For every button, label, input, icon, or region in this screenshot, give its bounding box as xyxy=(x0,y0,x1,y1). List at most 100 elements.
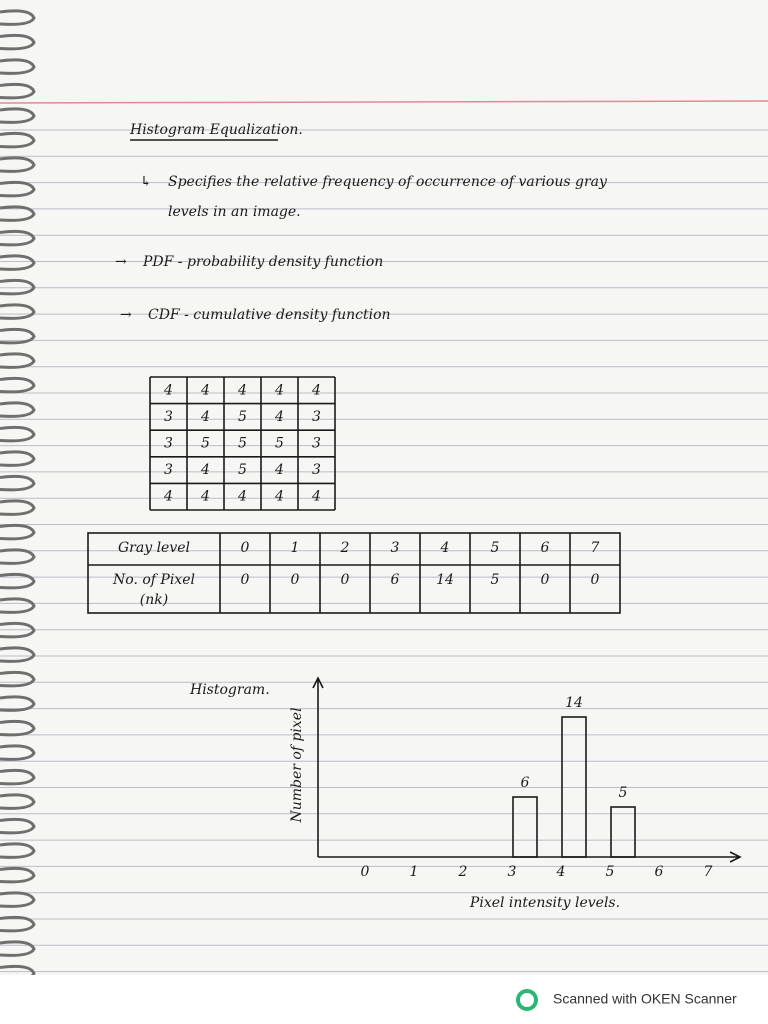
matrix-cell: 4 xyxy=(274,382,284,398)
bar-label: 5 xyxy=(619,785,628,801)
table-cell: 0 xyxy=(241,572,250,588)
bar-label: 6 xyxy=(521,775,530,791)
table-border xyxy=(87,532,621,614)
matrix-cell: 4 xyxy=(237,382,247,398)
x-tick-label: 1 xyxy=(410,864,419,880)
spiral-loop xyxy=(0,303,36,320)
spiral-loop xyxy=(0,499,36,516)
spiral-loop xyxy=(0,401,36,418)
note-text: Specifies the relative frequency of occu… xyxy=(168,174,608,190)
matrix-cell: 3 xyxy=(164,462,173,478)
spiral-loop xyxy=(0,278,36,296)
spiral-loop xyxy=(0,744,36,761)
spiral-loop xyxy=(0,352,36,369)
table-cell: 0 xyxy=(591,572,600,588)
x-tick-label: 6 xyxy=(655,864,664,880)
spiral-loop xyxy=(0,376,36,394)
matrix-cell: 3 xyxy=(312,409,321,425)
spiral-loop xyxy=(0,425,36,443)
note-text: levels in an image. xyxy=(168,204,301,220)
x-tick-label: 0 xyxy=(361,864,370,880)
y-axis-label: Number of pixel xyxy=(289,707,305,823)
table-cell: 7 xyxy=(591,540,600,556)
matrix-cell: 4 xyxy=(200,489,210,505)
table-cell: 0 xyxy=(291,572,300,588)
table-cell: 5 xyxy=(491,572,500,588)
x-tick-label: 7 xyxy=(704,864,713,880)
bar-label: 14 xyxy=(565,695,583,711)
spiral-loop xyxy=(0,646,36,663)
spiral-loop xyxy=(0,180,36,198)
spiral-loop xyxy=(0,842,36,859)
matrix-cell: 3 xyxy=(164,409,173,425)
table-cell: 6 xyxy=(391,572,400,588)
spiral-loop xyxy=(0,695,36,712)
matrix-cell: 5 xyxy=(238,462,247,478)
spiral-loop xyxy=(0,817,36,835)
table-cell: 5 xyxy=(491,540,500,556)
note-marker: → xyxy=(120,307,132,323)
spiral-loop xyxy=(0,205,36,222)
x-tick-label: 4 xyxy=(556,864,566,880)
table-row-label: No. of Pixel xyxy=(112,572,195,588)
matrix-cell: 5 xyxy=(275,436,284,452)
spiral-loop xyxy=(0,33,36,51)
spiral-loop xyxy=(0,474,36,492)
spiral-loop xyxy=(0,82,36,100)
spiral-loop xyxy=(0,768,36,786)
y-axis xyxy=(312,676,324,857)
matrix-cell: 3 xyxy=(164,436,173,452)
spiral-loop xyxy=(0,621,36,639)
spiral-loop xyxy=(0,327,36,345)
matrix-cell: 4 xyxy=(163,489,173,505)
note-marker: ↳ xyxy=(140,174,152,190)
x-tick-label: 3 xyxy=(508,864,517,880)
spiral-loop xyxy=(0,719,36,737)
matrix-cell: 5 xyxy=(238,436,247,452)
table-cell: 0 xyxy=(241,540,250,556)
margin-line xyxy=(0,100,768,104)
spiral-loop xyxy=(0,915,36,933)
spiral-loop xyxy=(0,131,36,149)
spiral-binding xyxy=(0,9,36,982)
matrix-cell: 4 xyxy=(274,462,284,478)
matrix-cell: 3 xyxy=(312,462,321,478)
footer-text: Scanned with OKEN Scanner xyxy=(553,991,737,1007)
scanner-logo xyxy=(516,989,538,1011)
spiral-loop xyxy=(0,107,36,124)
matrix-cell: 4 xyxy=(274,489,284,505)
table-cell: 14 xyxy=(436,572,454,588)
matrix-cell: 4 xyxy=(200,382,210,398)
spiral-loop xyxy=(0,523,36,541)
matrix-cell: 4 xyxy=(163,382,173,398)
table-cell: 3 xyxy=(391,540,400,556)
bar xyxy=(610,806,636,858)
note-text: PDF - probability density function xyxy=(142,254,383,270)
spiral-loop xyxy=(0,450,36,467)
histogram-title: Histogram. xyxy=(189,682,270,698)
matrix-cell: 4 xyxy=(237,489,247,505)
x-tick-label: 2 xyxy=(458,864,468,880)
ruled-lines xyxy=(0,129,768,973)
spiral-loop xyxy=(0,229,36,247)
matrix-cell: 4 xyxy=(311,489,321,505)
table-cell: 0 xyxy=(541,572,550,588)
table-cell: 4 xyxy=(440,540,450,556)
matrix-cell: 5 xyxy=(201,436,210,452)
bar xyxy=(512,796,538,858)
matrix-cell: 4 xyxy=(311,382,321,398)
note-marker: → xyxy=(115,254,127,270)
matrix-cell: 4 xyxy=(200,409,210,425)
x-tick-label: 5 xyxy=(606,864,615,880)
spiral-loop xyxy=(0,156,36,173)
spiral-loop xyxy=(0,548,36,565)
table-row-label: (nk) xyxy=(140,592,168,608)
spiral-loop xyxy=(0,254,36,271)
table-cell: 6 xyxy=(541,540,550,556)
matrix-cell: 4 xyxy=(200,462,210,478)
spiral-loop xyxy=(0,58,36,75)
matrix-cell: 3 xyxy=(312,436,321,452)
matrix-cell: 5 xyxy=(238,409,247,425)
